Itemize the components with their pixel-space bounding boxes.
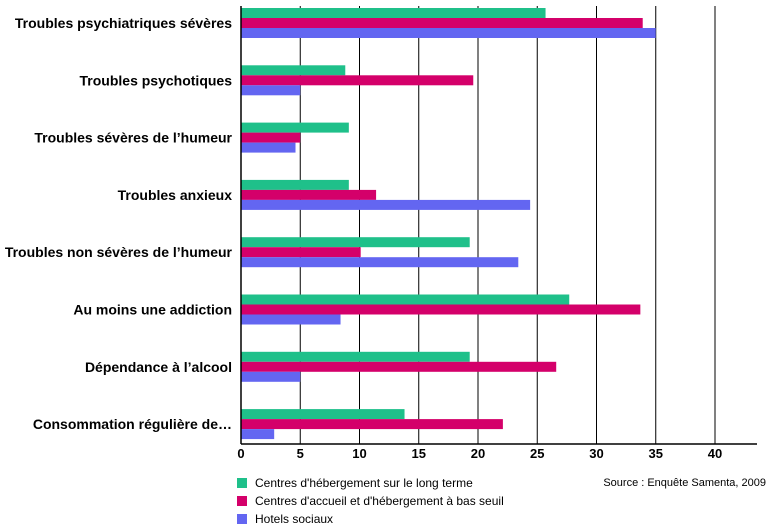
bar — [241, 199, 531, 210]
source-note: Source : Enquête Samenta, 2009 — [603, 477, 766, 489]
x-tick-label: 30 — [589, 446, 603, 461]
bar — [241, 122, 349, 133]
bar — [241, 361, 557, 372]
legend-item-low-threshold: Centres d'accueil et d'hébergement à bas… — [237, 492, 504, 510]
legend-swatch — [237, 496, 247, 506]
bar — [241, 189, 377, 200]
x-axis: 0 5 10 15 20 25 30 35 40 — [237, 6, 757, 461]
bar — [241, 314, 341, 325]
category-label: Dépendance à l’alcool — [85, 359, 232, 375]
category-label: Troubles sévères de l’humeur — [34, 130, 232, 146]
category-label: Troubles psychotiques — [80, 72, 233, 88]
x-tick-label: 15 — [412, 446, 426, 461]
bar — [241, 294, 570, 305]
bar — [241, 351, 470, 362]
bar — [241, 429, 275, 440]
category-label: Au moins une addiction — [73, 302, 232, 318]
bar — [241, 247, 361, 258]
bar — [241, 419, 503, 430]
legend-swatch — [237, 514, 247, 524]
bar — [241, 142, 296, 153]
bar — [241, 28, 656, 38]
legend-swatch — [237, 478, 247, 488]
bar — [241, 132, 301, 143]
category-labels: Troubles psychiatriques sévères Troubles … — [5, 15, 233, 432]
bar-chart: 0 5 10 15 20 25 30 35 40 Troubles psychiatriques… — [5, 6, 757, 461]
legend-label: Hotels sociaux — [255, 512, 334, 526]
category-label: Troubles non sévères de l’humeur — [5, 244, 233, 260]
gridlines — [299, 6, 716, 444]
legend-label: Centres d'hébergement sur le long terme — [255, 476, 473, 490]
category-label: Troubles psychiatriques sévères — [15, 15, 232, 31]
bar — [241, 179, 349, 190]
bar — [241, 18, 643, 28]
bar — [241, 257, 519, 268]
bar — [241, 65, 346, 76]
bar — [241, 371, 301, 382]
x-tick-label: 20 — [471, 446, 485, 461]
category-label: Consommation régulière de… — [33, 416, 232, 432]
x-tick-label: 0 — [237, 446, 244, 461]
x-tick-label: 40 — [708, 446, 722, 461]
legend-label: Centres d'accueil et d'hébergement à bas… — [255, 494, 504, 508]
x-tick-label: 35 — [649, 446, 663, 461]
legend: Centres d'hébergement sur le long terme … — [237, 474, 504, 528]
x-tick-label: 5 — [297, 446, 304, 461]
category-label: Troubles anxieux — [118, 187, 233, 203]
bar — [241, 409, 405, 420]
legend-item-social-hotels: Hotels sociaux — [237, 510, 504, 528]
bars — [241, 8, 656, 440]
legend-item-long-term: Centres d'hébergement sur le long terme — [237, 474, 504, 492]
bar — [241, 304, 641, 315]
x-tick-label: 10 — [352, 446, 366, 461]
bar — [241, 85, 301, 96]
bar — [241, 8, 546, 18]
bar — [241, 237, 470, 248]
bar — [241, 75, 474, 86]
x-tick-label: 25 — [530, 446, 544, 461]
